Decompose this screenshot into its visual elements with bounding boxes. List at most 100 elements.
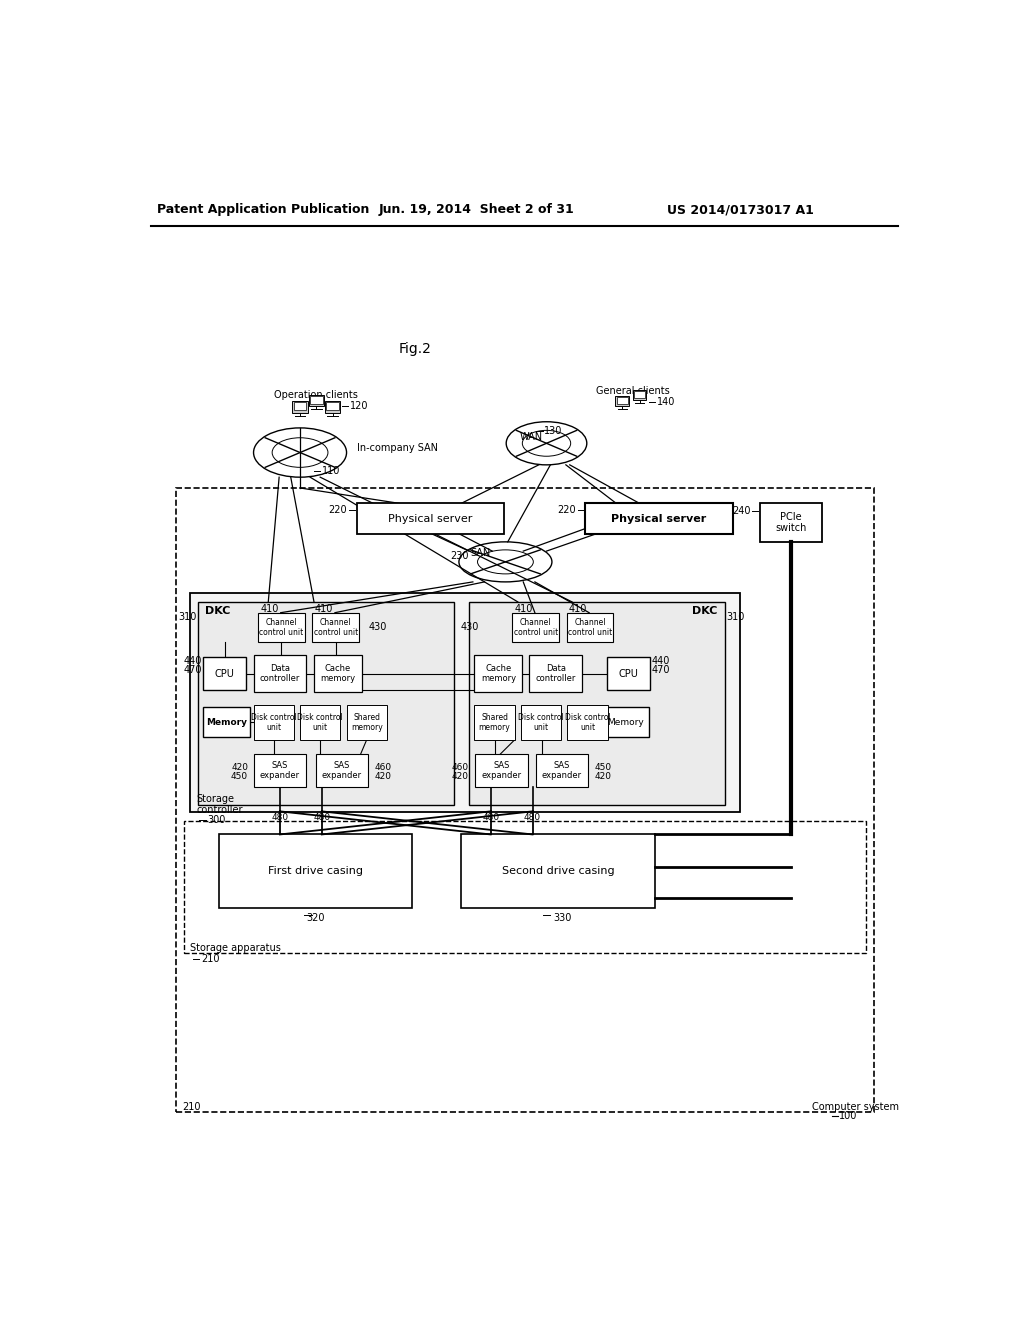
Text: 100: 100 <box>840 1110 858 1121</box>
Bar <box>327 403 339 411</box>
Bar <box>461 834 655 908</box>
Text: Patent Application Publication: Patent Application Publication <box>158 203 370 216</box>
Bar <box>616 397 628 404</box>
Text: 420: 420 <box>595 772 611 781</box>
Text: Channel
control unit: Channel control unit <box>567 618 612 638</box>
Bar <box>315 755 369 787</box>
Bar <box>292 401 308 412</box>
Bar <box>254 755 306 787</box>
Bar <box>760 503 821 543</box>
Bar <box>521 705 561 739</box>
Bar <box>475 755 528 787</box>
Text: Shared
memory: Shared memory <box>351 713 383 733</box>
Text: Storage apparatus: Storage apparatus <box>190 944 281 953</box>
Text: Channel
control unit: Channel control unit <box>313 618 357 638</box>
Text: 230: 230 <box>451 550 469 561</box>
Text: 410: 410 <box>569 603 588 614</box>
Text: Disk control
unit: Disk control unit <box>564 713 610 733</box>
Text: 110: 110 <box>322 466 340 477</box>
Bar <box>254 705 294 739</box>
Text: 460: 460 <box>375 763 391 772</box>
Text: WAN: WAN <box>519 432 543 442</box>
Text: 410: 410 <box>314 603 333 614</box>
Text: 240: 240 <box>732 506 751 516</box>
Bar <box>566 612 613 642</box>
Text: 410: 410 <box>260 603 279 614</box>
Bar <box>300 705 340 739</box>
Text: 420: 420 <box>452 772 469 781</box>
Bar <box>176 488 873 1111</box>
Text: Channel
control unit: Channel control unit <box>513 618 558 638</box>
Text: Disk control
unit: Disk control unit <box>251 713 297 733</box>
Bar <box>512 612 559 642</box>
Text: DKC: DKC <box>691 606 717 616</box>
Text: Disk control
unit: Disk control unit <box>297 713 343 733</box>
Bar <box>567 705 607 739</box>
Text: PCIe
switch: PCIe switch <box>775 512 806 533</box>
Bar <box>203 706 250 738</box>
Bar <box>356 503 504 535</box>
Text: 210: 210 <box>182 1102 201 1111</box>
Bar <box>325 401 340 412</box>
Text: 220: 220 <box>329 504 347 515</box>
Bar <box>312 612 359 642</box>
Bar <box>308 395 324 407</box>
Text: 440: 440 <box>651 656 670 667</box>
Text: Shared
memory: Shared memory <box>478 713 510 733</box>
Bar <box>615 396 630 407</box>
Text: Fig.2: Fig.2 <box>398 342 431 356</box>
Text: Jun. 19, 2014  Sheet 2 of 31: Jun. 19, 2014 Sheet 2 of 31 <box>379 203 574 216</box>
Text: 330: 330 <box>553 913 571 924</box>
Text: 410: 410 <box>515 603 534 614</box>
Bar <box>536 755 589 787</box>
Text: SAS
expander: SAS expander <box>542 760 582 780</box>
Text: Data
controller: Data controller <box>260 664 300 684</box>
Text: Data
controller: Data controller <box>536 664 575 684</box>
Bar <box>607 657 649 689</box>
Text: Memory: Memory <box>607 718 644 726</box>
Text: SAN: SAN <box>471 548 490 557</box>
Bar <box>634 391 645 399</box>
Text: Storage
controller: Storage controller <box>197 793 243 816</box>
Bar <box>190 593 740 812</box>
Bar <box>203 657 246 689</box>
Text: 130: 130 <box>544 426 562 436</box>
Bar <box>586 503 732 535</box>
Text: 210: 210 <box>201 954 219 964</box>
Text: Channel
control unit: Channel control unit <box>259 618 303 638</box>
Bar <box>529 655 583 692</box>
Text: 450: 450 <box>595 763 611 772</box>
Text: 120: 120 <box>349 401 369 412</box>
Text: Operation clients: Operation clients <box>274 389 358 400</box>
Text: DKC: DKC <box>206 606 230 616</box>
Text: 310: 310 <box>726 612 744 622</box>
Bar <box>633 389 646 400</box>
Bar <box>310 396 323 404</box>
Bar <box>314 655 362 692</box>
Bar <box>258 612 305 642</box>
Bar <box>602 706 649 738</box>
Text: 420: 420 <box>375 772 391 781</box>
Text: CPU: CPU <box>215 668 234 678</box>
Text: 480: 480 <box>271 813 289 822</box>
Text: Memory: Memory <box>206 718 247 726</box>
Text: 460: 460 <box>452 763 469 772</box>
Text: SAS
expander: SAS expander <box>260 760 300 780</box>
Bar <box>346 705 387 739</box>
Text: 480: 480 <box>313 813 331 822</box>
Text: US 2014/0173017 A1: US 2014/0173017 A1 <box>667 203 814 216</box>
Text: 480: 480 <box>524 813 541 822</box>
Text: 430: 430 <box>369 622 387 632</box>
Text: In-company SAN: In-company SAN <box>356 444 437 453</box>
Text: 300: 300 <box>207 814 225 825</box>
Text: 470: 470 <box>183 665 202 676</box>
Text: CPU: CPU <box>618 668 638 678</box>
Bar <box>183 821 866 953</box>
Text: Cache
memory: Cache memory <box>481 664 516 684</box>
Text: 140: 140 <box>656 397 675 407</box>
Text: Computer system: Computer system <box>812 1102 898 1111</box>
Bar <box>219 834 413 908</box>
Text: 320: 320 <box>306 913 325 924</box>
Text: 440: 440 <box>183 656 202 667</box>
Text: Second drive casing: Second drive casing <box>502 866 614 876</box>
